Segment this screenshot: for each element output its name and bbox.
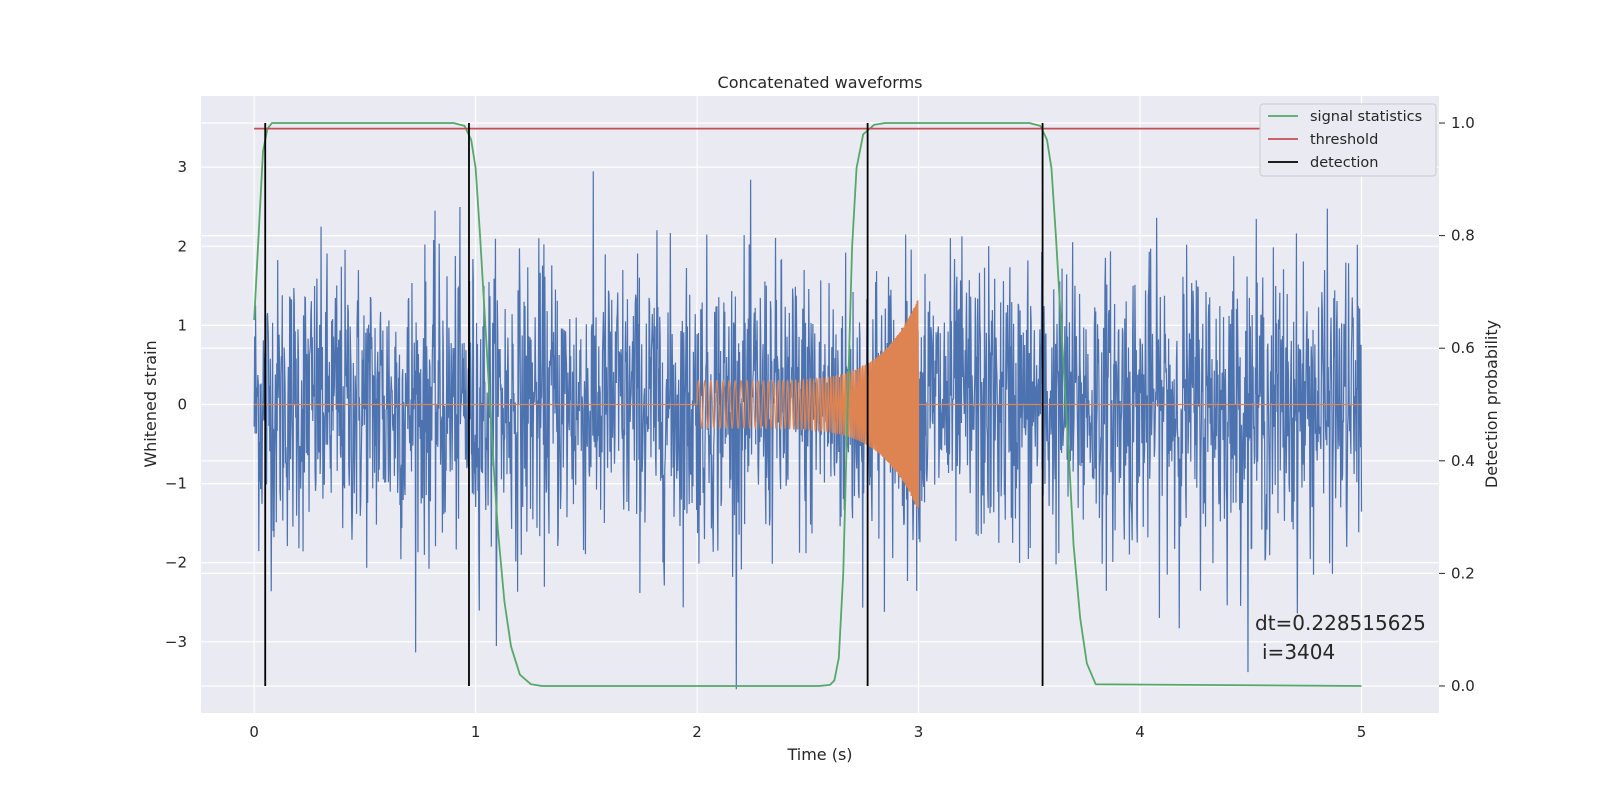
axis-ticks: 0 1 2 3 4 5 −3 −2 −1 0 1 2 3 0.0 0.2 0.4 0.6 0.8 1.0 — [165, 114, 1475, 741]
y2-tick-label: 0.8 — [1451, 227, 1475, 245]
x-tick-label: 3 — [914, 723, 924, 741]
x-tick-label: 1 — [471, 723, 481, 741]
y-tick-label: 0 — [177, 396, 187, 414]
y2-tick-label: 0.2 — [1451, 564, 1475, 582]
y-tick-label: −3 — [165, 633, 187, 651]
y-axis-label: Whitened strain — [141, 340, 160, 467]
x-tick-label: 4 — [1135, 723, 1145, 741]
y2-tick-label: 1.0 — [1451, 114, 1475, 132]
x-tick-label: 0 — [249, 723, 259, 741]
y2-axis-label: Detection probability — [1482, 320, 1501, 488]
y-tick-label: −2 — [165, 554, 187, 572]
legend-label-detection: detection — [1310, 155, 1378, 171]
x-tick-label: 2 — [692, 723, 702, 741]
y-tick-label: 1 — [177, 316, 187, 334]
annotation-dt: dt=0.228515625 — [1255, 611, 1426, 635]
plot-area — [253, 122, 1363, 690]
y-tick-label: 3 — [177, 158, 187, 176]
y2-tick-label: 0.6 — [1451, 339, 1475, 357]
y2-tick-label: 0.4 — [1451, 452, 1475, 470]
x-tick-label: 5 — [1357, 723, 1367, 741]
annotation-index: i=3404 — [1262, 640, 1335, 664]
y-tick-label: −1 — [165, 475, 187, 493]
x-axis-label: Time (s) — [786, 745, 852, 764]
legend: signal statistics threshold detection — [1259, 103, 1437, 177]
series-signal-statistics — [253, 122, 1362, 687]
series-injected-chirp — [254, 300, 1362, 509]
legend-label-threshold: threshold — [1310, 132, 1378, 148]
series-noise-strain — [253, 171, 1363, 690]
legend-box — [1259, 103, 1437, 177]
y2-tick-label: 0.0 — [1451, 677, 1475, 695]
chart-title: Concatenated waveforms — [718, 73, 923, 92]
legend-label-signal-statistics: signal statistics — [1310, 109, 1422, 125]
y-tick-label: 2 — [177, 237, 187, 255]
